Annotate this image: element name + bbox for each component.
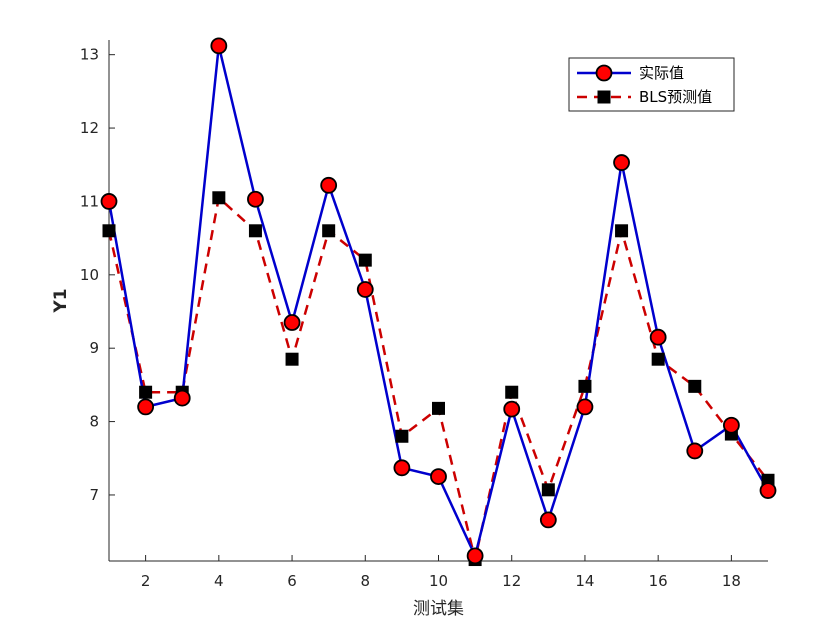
data-point [358,253,372,267]
data-point [173,389,191,407]
data-point [356,281,374,298]
data-point [578,379,592,393]
tick-labels: 2 4 6 8 10 12 14 16 18 7 8 9 10 11 12 13 [80,46,741,590]
data-point [505,385,519,399]
data-point [393,459,411,477]
y-tick-label: 10 [80,266,99,284]
data-point [285,352,299,366]
data-point [395,429,409,443]
legend-marker [597,90,611,104]
data-point [576,398,594,416]
x-tick-label: 18 [722,572,741,590]
y-tick-label: 13 [80,46,99,64]
legend-item: BLS预测值 [577,88,712,106]
data-point [615,224,629,238]
y-tick-label: 9 [89,339,99,357]
data-point [649,328,667,346]
data-point [102,224,116,238]
y-tick-label: 8 [89,413,99,431]
x-tick-label: 4 [214,572,224,590]
data-point [283,314,301,331]
data-point [613,154,630,171]
data-point [722,416,740,434]
y-tick-label: 12 [80,119,99,137]
data-point [503,400,521,418]
data-point [539,511,557,529]
data-point [247,190,264,208]
y-tick-label: 11 [80,192,99,210]
data-point [248,224,262,238]
series-layer [100,37,777,567]
x-tick-label: 16 [649,572,668,590]
data-point [137,398,155,416]
data-point [322,224,336,238]
markers-bls-predicted [102,191,775,567]
series-line [107,196,769,561]
data-point [212,191,226,205]
data-point [688,379,702,393]
axes [108,40,768,562]
legend-label: BLS预测值 [639,88,712,106]
x-tick-label: 8 [361,572,371,590]
legend-item: 实际值 [577,64,684,82]
legend-box [568,57,735,112]
series-bls-predicted [107,196,769,561]
data-point [210,37,228,55]
data-point [432,401,445,415]
data-point [430,468,447,486]
x-axis-title: 测试集 [413,599,464,619]
data-point [100,193,118,210]
data-point [541,483,555,497]
data-point [686,442,704,460]
x-tick-label: 2 [141,572,151,590]
data-point [139,385,153,399]
data-point [651,352,665,366]
x-tick-label: 12 [502,572,521,590]
x-tick-label: 10 [429,572,448,590]
data-point [759,482,777,499]
x-tick-label: 14 [575,572,594,590]
y-axis-title: Y1 [51,288,71,313]
y-tick-label: 7 [89,486,99,504]
legend-label: 实际值 [639,64,684,82]
markers-actual [100,37,777,565]
x-tick-label: 6 [287,572,297,590]
legend: 实际值 BLS预测值 [568,57,735,112]
data-point [320,176,338,194]
legend-marker [595,64,613,82]
data-point [466,547,484,565]
